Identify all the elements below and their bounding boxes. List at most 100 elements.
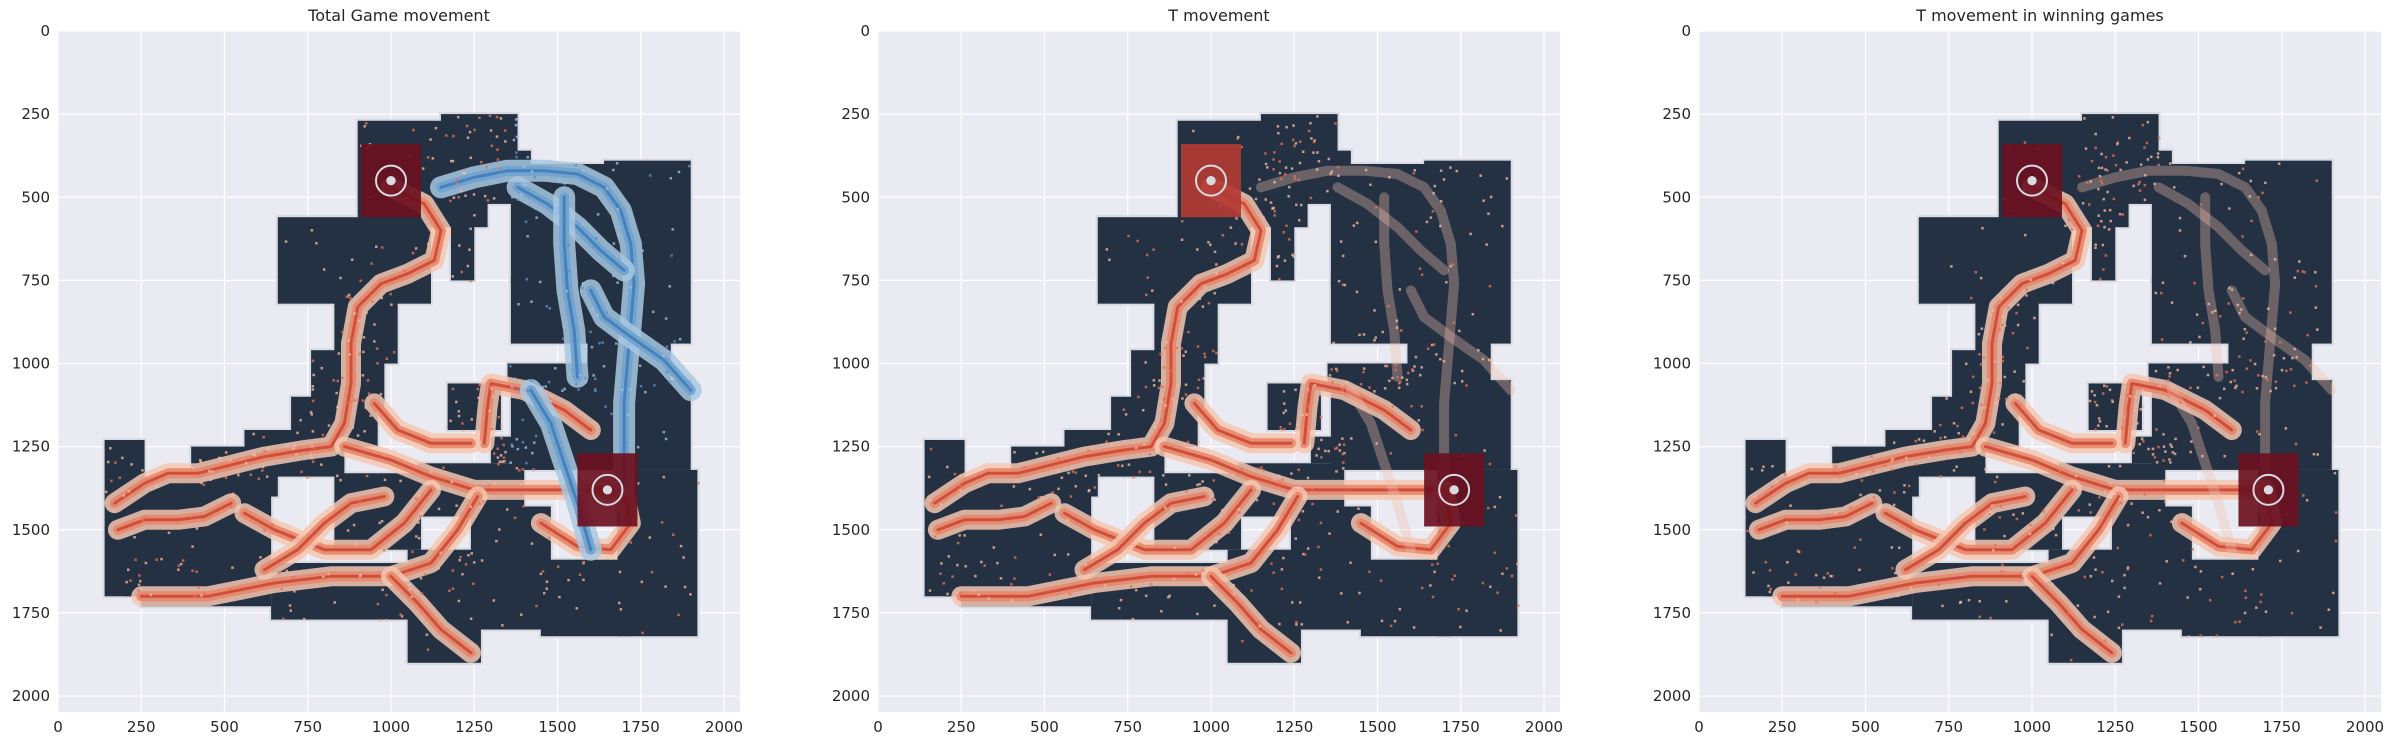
movement-path <box>1983 445 2267 492</box>
density-cell <box>1439 169 1443 172</box>
density-cell <box>292 447 295 450</box>
density-cell <box>200 481 203 485</box>
density-cell <box>2139 408 2143 411</box>
density-cell <box>2261 191 2264 195</box>
density-cell <box>2231 572 2234 576</box>
density-cell <box>1995 475 1999 479</box>
density-cell <box>636 482 640 485</box>
density-cell <box>456 178 459 181</box>
density-cell <box>1213 250 1217 254</box>
density-cell <box>1171 398 1175 401</box>
density-cell <box>1160 399 1163 402</box>
density-cell <box>1306 388 1309 391</box>
density-cell <box>1121 464 1124 468</box>
density-cell <box>2098 174 2102 178</box>
density-cell <box>1865 473 1869 477</box>
density-cell <box>584 376 587 380</box>
density-cell <box>249 473 253 476</box>
hotspot-center <box>1449 485 1459 495</box>
density-cell <box>2248 195 2252 198</box>
density-cell <box>295 453 298 456</box>
density-cell <box>516 447 520 451</box>
density-cell <box>1343 283 1347 287</box>
density-cell <box>350 258 354 261</box>
density-cell <box>2179 401 2182 404</box>
density-cell <box>602 365 606 368</box>
density-cell <box>535 216 538 219</box>
x-tick-label: 750 <box>293 718 322 736</box>
density-cell <box>2171 451 2175 454</box>
density-cell <box>2260 593 2263 596</box>
density-cell <box>261 465 265 469</box>
density-cell <box>1972 432 1976 435</box>
density-cell <box>2241 390 2244 394</box>
density-cell <box>927 475 931 479</box>
density-cell <box>1284 409 1288 412</box>
y-tick-label: 1500 <box>1653 521 1691 539</box>
density-cell <box>341 330 344 334</box>
density-cell <box>1379 579 1383 582</box>
density-cell <box>1858 568 1861 572</box>
density-cell <box>361 374 365 377</box>
density-cell <box>2207 302 2210 306</box>
density-cell <box>399 613 402 616</box>
density-cell <box>1041 450 1045 454</box>
density-cell <box>2125 394 2129 397</box>
density-cell <box>263 450 266 453</box>
density-cell <box>2074 474 2078 478</box>
density-cell <box>289 609 293 612</box>
density-cell <box>1313 383 1317 387</box>
density-cell <box>2253 362 2257 366</box>
density-cell <box>411 251 415 255</box>
density-cell <box>2296 549 2300 553</box>
density-cell <box>1980 403 1983 407</box>
density-cell <box>2215 634 2219 638</box>
density-cell <box>1146 276 1150 279</box>
density-cell <box>191 466 195 470</box>
density-cell <box>1282 231 1285 234</box>
density-cell <box>1170 507 1173 511</box>
density-cell <box>1184 393 1188 396</box>
density-cell <box>2312 452 2316 456</box>
density-cell <box>1797 550 1801 554</box>
density-cell <box>1395 326 1399 329</box>
density-cell <box>485 165 488 169</box>
density-cell <box>1258 624 1261 628</box>
density-cell <box>129 579 132 582</box>
density-cell <box>2023 141 2027 144</box>
density-cell <box>347 339 350 342</box>
density-cell <box>1451 578 1454 581</box>
density-cell <box>1291 138 1295 142</box>
density-cell <box>362 350 365 354</box>
density-cell <box>668 380 671 383</box>
density-cell <box>2026 346 2029 350</box>
density-cell <box>461 422 464 425</box>
density-cell <box>2319 626 2322 629</box>
density-cell <box>1465 609 1468 612</box>
density-cell <box>1306 476 1310 480</box>
density-cell <box>1355 221 1359 225</box>
density-cell <box>1302 552 1305 556</box>
density-cell <box>1281 478 1284 481</box>
density-cell <box>1415 230 1418 233</box>
density-cell <box>1893 491 1896 494</box>
density-cell <box>2003 534 2006 538</box>
density-cell <box>1767 584 1770 588</box>
density-cell <box>629 285 632 289</box>
density-cell <box>2237 171 2241 175</box>
density-cell <box>1979 276 1983 280</box>
density-cell <box>2272 354 2276 357</box>
density-cell <box>1230 586 1233 589</box>
density-cell <box>1295 623 1298 626</box>
density-cell <box>1998 328 2001 331</box>
density-cell <box>1288 238 1291 241</box>
density-cell <box>689 593 692 596</box>
density-cell <box>1345 381 1348 385</box>
density-cell <box>1341 254 1345 258</box>
density-cell <box>568 373 571 376</box>
density-cell <box>2143 493 2147 496</box>
density-cell <box>1826 572 1830 575</box>
density-cell <box>1196 386 1200 390</box>
density-cell <box>671 228 674 231</box>
density-cell <box>309 410 313 414</box>
